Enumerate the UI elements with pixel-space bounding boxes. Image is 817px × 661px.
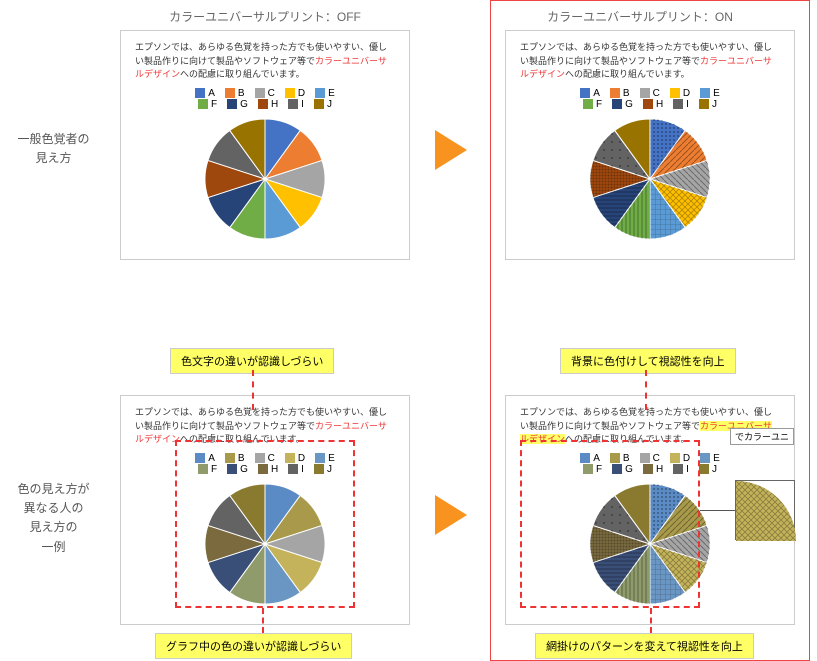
legend-item: E xyxy=(700,453,720,464)
connector-line xyxy=(252,370,254,410)
legend-item: E xyxy=(700,88,720,99)
connector-line xyxy=(645,370,647,410)
legend-item: G xyxy=(227,99,248,110)
desc-text: エプソンでは、あらゆる色覚を持った方でも使いやすい、優しい製品作りに向けて製品や… xyxy=(135,41,395,82)
legend-item: J xyxy=(314,99,332,110)
legend: ABCDE FGHIJ xyxy=(520,88,780,110)
callout-bg-improve: 背景に色付けして視認性を向上 xyxy=(560,348,736,374)
panel-on-normal: エプソンでは、あらゆる色覚を持った方でも使いやすい、優しい製品作りに向けて製品や… xyxy=(505,30,795,260)
legend-item: F xyxy=(198,99,217,110)
legend-item: D xyxy=(285,88,305,99)
legend-item: A xyxy=(195,88,215,99)
legend-item: B xyxy=(225,88,245,99)
zoom-svg xyxy=(736,481,796,541)
connector-line xyxy=(650,608,652,633)
legend-item: I xyxy=(288,99,304,110)
legend-item: I xyxy=(673,99,689,110)
zoom-line xyxy=(700,510,735,511)
arrow-icon xyxy=(435,130,467,170)
pie-chart xyxy=(135,114,395,244)
connector-line xyxy=(262,608,264,633)
panel-off-normal: エプソンでは、あらゆる色覚を持った方でも使いやすい、優しい製品作りに向けて製品や… xyxy=(120,30,410,260)
arrow-icon xyxy=(435,495,467,535)
legend-item: F xyxy=(583,99,602,110)
pie-chart xyxy=(520,114,780,244)
dash-box xyxy=(520,440,700,608)
legend-item: B xyxy=(610,88,630,99)
row-label-bottom: 色の見え方が 異なる人の 見え方の 一例 xyxy=(6,480,101,557)
legend-item: G xyxy=(612,99,633,110)
legend-item: D xyxy=(670,88,690,99)
row-label-top: 一般色覚者の 見え方 xyxy=(6,130,101,168)
legend-item: J xyxy=(699,99,717,110)
legend: ABCDE FGHIJ xyxy=(135,88,395,110)
col-title-off: カラーユニバーサルプリント：OFF xyxy=(120,8,410,25)
legend-item: J xyxy=(699,464,717,475)
callout-pattern-improve: 網掛けのパターンを変えて視認性を向上 xyxy=(535,633,754,659)
legend-item: C xyxy=(255,88,275,99)
legend-item: C xyxy=(640,88,660,99)
dash-box xyxy=(175,440,355,608)
legend-item: H xyxy=(643,99,663,110)
legend-item: H xyxy=(258,99,278,110)
callout-graph-issue: グラフ中の色の違いが認識しづらい xyxy=(155,633,352,659)
desc-text: エプソンでは、あらゆる色覚を持った方でも使いやすい、優しい製品作りに向けて製品や… xyxy=(520,41,780,82)
tooltip: でカラーユニ xyxy=(730,428,794,445)
zoom-detail xyxy=(735,480,795,540)
legend-item: A xyxy=(580,88,600,99)
legend-item: E xyxy=(315,88,335,99)
